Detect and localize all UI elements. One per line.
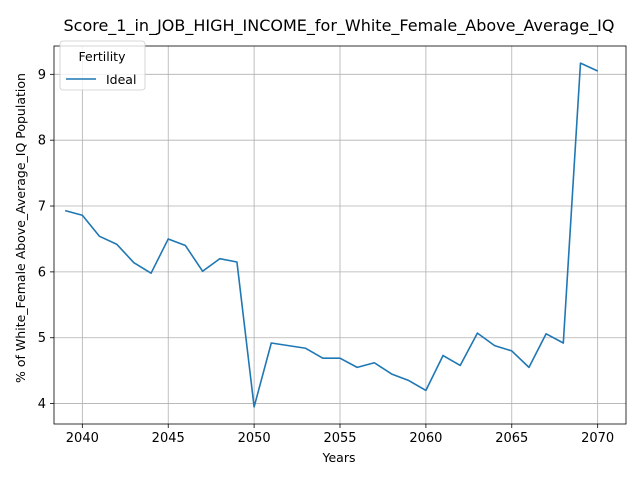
series-line-ideal <box>64 62 598 408</box>
plot-lines <box>64 62 598 408</box>
y-tick-label: 9 <box>38 68 46 83</box>
x-tick-label: 2060 <box>409 431 442 446</box>
grid <box>54 46 626 424</box>
legend-label-ideal: Ideal <box>106 72 136 87</box>
legend: Fertility Ideal <box>59 40 146 91</box>
y-tick-label: 5 <box>38 331 46 346</box>
x-axis-ticks: 2040 2045 2050 2055 2060 2065 2070 <box>66 424 614 446</box>
x-tick-label: 2040 <box>66 431 99 446</box>
x-axis-label: Years <box>322 450 356 465</box>
x-tick-label: 2065 <box>495 431 528 446</box>
x-tick-label: 2055 <box>323 431 356 446</box>
y-tick-label: 4 <box>38 397 46 412</box>
y-tick-label: 8 <box>38 134 46 149</box>
legend-box <box>59 40 146 91</box>
y-tick-label: 7 <box>38 200 46 215</box>
legend-title: Fertility <box>79 49 127 64</box>
chart-title: Score_1_in_JOB_HIGH_INCOME_for_White_Fem… <box>63 16 614 36</box>
y-axis-label: % of White_Female Above_Average_IQ Popul… <box>13 73 28 383</box>
y-axis-ticks: 4 5 6 7 8 9 <box>38 68 54 412</box>
x-tick-label: 2045 <box>152 431 185 446</box>
x-tick-label: 2050 <box>238 431 271 446</box>
y-tick-label: 6 <box>38 265 46 280</box>
x-tick-label: 2070 <box>581 431 614 446</box>
